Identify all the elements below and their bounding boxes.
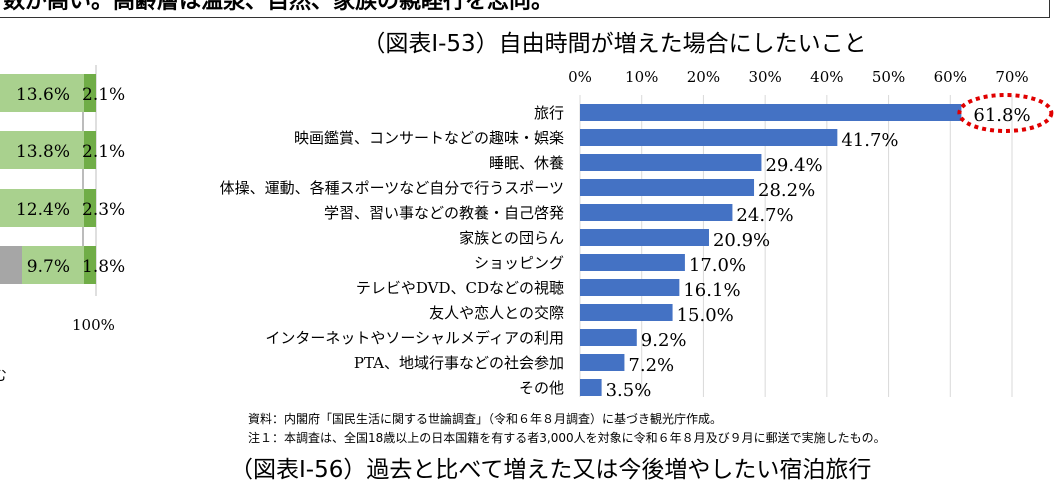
source-note: 資料：内閣府「国民生活に関する世論調査」（令和６年８月調査）に基づき観光庁作成。 xyxy=(248,412,723,426)
segment-label: 1.8% xyxy=(82,257,125,277)
data-label: 17.0% xyxy=(689,255,746,276)
bar xyxy=(580,304,673,321)
data-label: 7.2% xyxy=(628,355,674,376)
bar xyxy=(580,254,685,271)
data-label: 15.0% xyxy=(677,305,734,326)
light-green-segment xyxy=(22,246,84,284)
gray-segment xyxy=(0,246,22,284)
category-label: 学習、習い事などの教養・自己啓発 xyxy=(324,204,564,222)
category-label: 体操、運動、各種スポーツなど自分で行うスポーツ xyxy=(220,179,564,197)
category-label: 睡眠、休養 xyxy=(489,154,564,172)
left-partial-text: む xyxy=(0,364,7,385)
survey-note: 注１：本調査は、全国18歳以上の日本国籍を有する者3,000人を対象に令和６年８… xyxy=(248,431,886,445)
bar xyxy=(580,329,637,346)
next-figure-title: （図表Ⅰ-56）過去と比べて増えた又は今後増やしたい宿泊旅行 xyxy=(230,457,872,483)
highlight-ellipse xyxy=(957,93,1054,133)
data-label: 9.2% xyxy=(641,330,687,351)
data-label: 28.2% xyxy=(758,180,815,201)
data-label: 61.8% xyxy=(973,105,1030,126)
tick-label: 0% xyxy=(568,68,592,86)
tick-label: 60% xyxy=(934,68,967,86)
category-label: 映画鑑賞、コンサートなどの趣味・娯楽 xyxy=(294,129,564,147)
tick-label: 50% xyxy=(872,68,905,86)
segment-label: 2.1% xyxy=(82,85,125,105)
category-label: インターネットやソーシャルメディアの利用 xyxy=(265,329,564,347)
segment-label: 2.3% xyxy=(82,200,125,220)
dark-green-segment xyxy=(84,74,96,112)
segment-label: 9.7% xyxy=(27,257,70,277)
segment-label: 2.1% xyxy=(82,142,125,162)
category-label: 友人や恋人との交際 xyxy=(429,304,564,322)
bar xyxy=(580,154,762,171)
data-label: 24.7% xyxy=(736,205,793,226)
bar xyxy=(580,229,709,246)
category-label: 旅行 xyxy=(534,104,564,122)
bar xyxy=(580,379,602,396)
dark-green-segment xyxy=(84,246,96,284)
chart-title: （図表Ⅰ-53）自由時間が増えた場合にしたいこと xyxy=(362,31,867,57)
data-label: 16.1% xyxy=(683,280,740,301)
dark-green-segment xyxy=(84,189,96,227)
data-label: 20.9% xyxy=(713,230,770,251)
data-label: 29.4% xyxy=(765,155,822,176)
light-green-segment xyxy=(0,189,84,227)
dark-green-segment xyxy=(84,131,96,169)
tick-label: 20% xyxy=(687,68,720,86)
bar xyxy=(580,104,962,121)
tick-label: 70% xyxy=(995,68,1028,86)
left-axis-label: 100% xyxy=(72,316,115,334)
bar xyxy=(580,279,680,296)
light-green-segment xyxy=(0,74,84,112)
category-label: ショッピング xyxy=(474,254,564,272)
bar xyxy=(580,129,838,146)
tick-label: 10% xyxy=(625,68,658,86)
category-label: その他 xyxy=(519,379,564,397)
bar xyxy=(580,204,733,221)
bar xyxy=(580,354,625,371)
tick-label: 30% xyxy=(748,68,781,86)
category-label: PTA、地域行事などの社会参加 xyxy=(354,354,564,372)
category-label: 家族との団らん xyxy=(459,229,564,247)
headline-box: 数が高い。高齢層は温泉、自然、家族の親睦行を志向。 xyxy=(0,0,1050,18)
data-label: 41.7% xyxy=(841,130,898,151)
segment-label: 13.6% xyxy=(16,85,70,105)
category-label: テレビやDVD、CDなどの視聴 xyxy=(356,279,564,297)
light-green-segment xyxy=(0,131,84,169)
segment-label: 12.4% xyxy=(16,200,70,220)
tick-label: 40% xyxy=(810,68,843,86)
bar-chart: 0% 10% 20% 30% 40% 50% 60% 70% 旅行 61.8% 映画鑑賞、コンサート… xyxy=(220,68,1054,401)
data-label: 3.5% xyxy=(606,380,652,401)
left-partial-chart: 13.6% 2.1% 13.8% 2.1% 12.4% 2.3% 9.7% 1.8% xyxy=(0,65,125,296)
bar xyxy=(580,179,755,196)
segment-label: 13.8% xyxy=(16,142,70,162)
